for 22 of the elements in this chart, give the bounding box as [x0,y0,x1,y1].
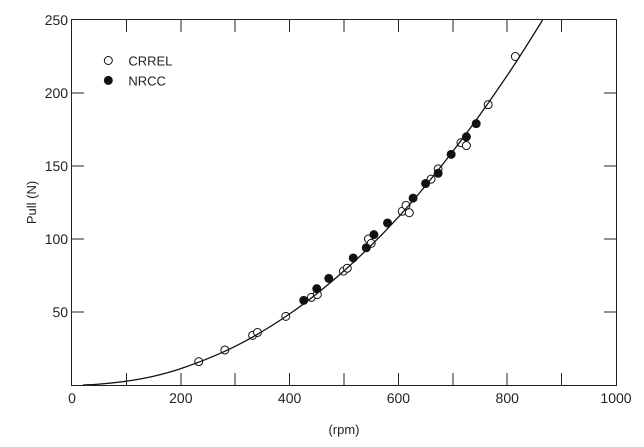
point [383,218,392,228]
y-axis-title: Pull (N) [24,180,39,224]
x-tick-label: 600 [386,390,410,406]
legend-label: NRCC [128,73,166,88]
point [404,208,414,218]
y-tick-label: 100 [44,230,68,247]
x-tick-label: 400 [278,390,302,406]
legend-label: CRREL [128,54,172,69]
x-axis-title: (rpm) [328,422,360,438]
y-tick-label: 250 [44,12,68,28]
line-series [82,20,544,385]
y-tick-label: 200 [44,84,68,101]
x-tick-label: 1000 [600,390,632,406]
y-tick-label: 50 [52,304,68,320]
point [462,141,471,150]
point [312,284,322,294]
point [369,230,378,240]
x-tick-label: 200 [169,390,193,406]
x-tick-label: 800 [496,390,520,406]
y-tick-label: 150 [44,158,68,174]
x-tick-label: 0 [68,390,76,406]
point [324,274,334,283]
